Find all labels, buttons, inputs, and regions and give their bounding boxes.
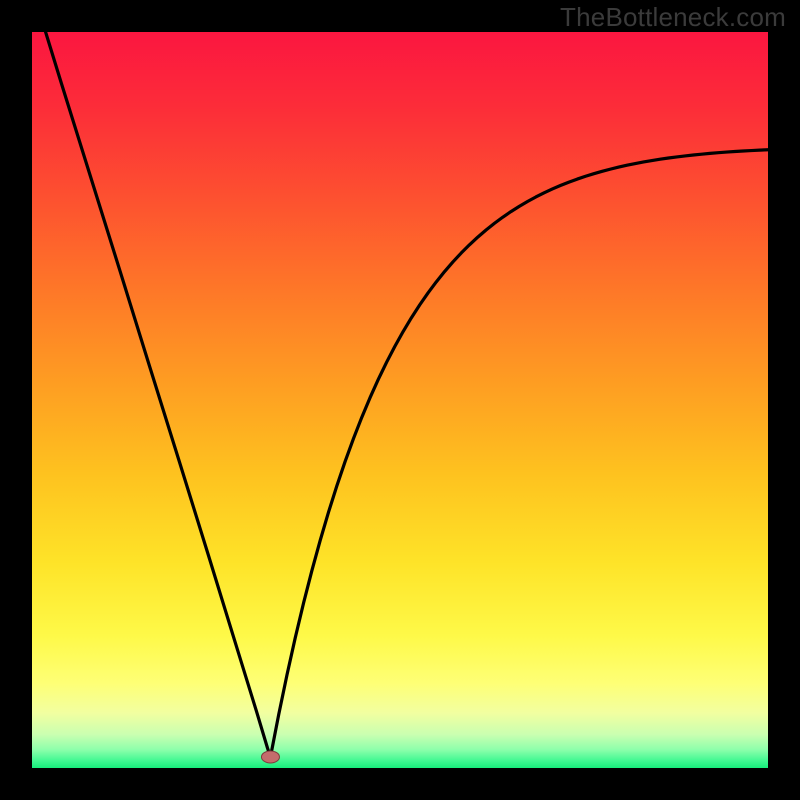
- bottleneck-chart: [0, 0, 800, 800]
- watermark-text: TheBottleneck.com: [560, 2, 786, 33]
- optimum-marker: [261, 751, 279, 763]
- chart-container: TheBottleneck.com: [0, 0, 800, 800]
- gradient-background: [32, 32, 768, 768]
